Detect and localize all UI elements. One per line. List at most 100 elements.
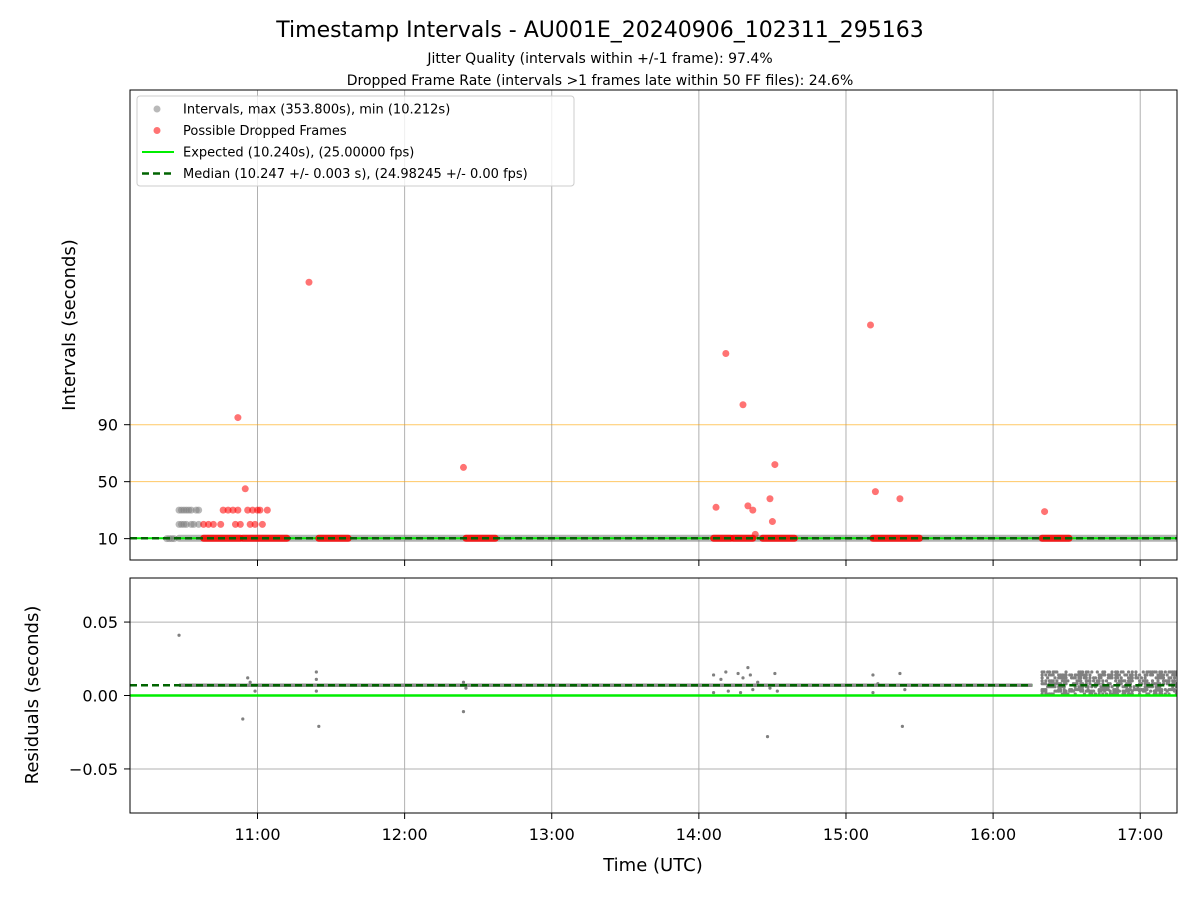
residual-point <box>253 689 257 693</box>
residual-point <box>1097 679 1101 683</box>
residual-point <box>1044 688 1048 692</box>
residual-point <box>711 673 716 677</box>
legend: Intervals, max (353.800s), min (10.212s)… <box>136 95 575 187</box>
residual-point <box>1079 676 1083 680</box>
residual-point <box>1104 679 1109 683</box>
dropped-frame-point <box>241 485 249 493</box>
interval-point <box>182 520 190 528</box>
legend-entry-label: Median (10.247 +/- 0.003 s), (24.98245 +… <box>183 167 528 182</box>
dropped-frame-point <box>209 520 217 528</box>
residual-point <box>1055 679 1059 683</box>
x-tick-label: 15:00 <box>823 825 869 844</box>
residual-point <box>1134 673 1138 677</box>
residual-point <box>900 724 904 728</box>
residual-point <box>241 717 245 721</box>
residual-point <box>1117 673 1121 677</box>
residual-point <box>751 688 755 692</box>
residual-point <box>1069 673 1074 677</box>
residual-point <box>1040 679 1044 683</box>
residual-point <box>1145 679 1149 683</box>
dropped-frame-point <box>231 520 239 528</box>
residual-point <box>1047 670 1052 674</box>
residual-point <box>1169 676 1173 680</box>
residual-point <box>1145 673 1149 677</box>
dropped-frame-point <box>224 506 232 514</box>
interval-point <box>187 506 195 514</box>
interval-point <box>190 520 198 528</box>
dropped-frame-point <box>246 520 254 528</box>
residual-point <box>1040 673 1044 677</box>
residual-point <box>1064 676 1068 680</box>
residual-point <box>736 671 740 676</box>
residual-point <box>464 686 468 690</box>
residual-point <box>1143 676 1147 680</box>
residual-point <box>1064 670 1068 674</box>
residual-point <box>1095 670 1099 674</box>
residual-point <box>1139 676 1144 680</box>
legend-marker <box>153 105 161 113</box>
residual-point <box>719 677 723 681</box>
residual-point <box>746 665 750 670</box>
residual-point <box>1058 688 1063 692</box>
residual-point <box>1051 673 1055 677</box>
dropped-frame-point <box>1041 508 1049 516</box>
dropped-frame-point <box>739 401 747 409</box>
dropped-frame-point <box>229 506 237 514</box>
chart-subtitle-dropped: Dropped Frame Rate (intervals >1 frames … <box>347 73 854 89</box>
residual-point <box>1150 679 1155 683</box>
residual-point <box>1138 679 1142 683</box>
x-axis-label: Time (UTC) <box>602 855 703 876</box>
legend-box <box>136 95 575 187</box>
dropped-frame-point <box>249 506 257 514</box>
residual-point <box>1110 673 1114 677</box>
residual-point <box>1149 689 1153 693</box>
dropped-frame-point <box>459 463 467 471</box>
dropped-frame-point <box>749 506 757 514</box>
x-tick-label: 11:00 <box>234 825 280 844</box>
residual-point <box>461 680 466 684</box>
residual-point <box>1115 670 1120 674</box>
residual-point <box>1174 673 1177 677</box>
x-tick-label: 17:00 <box>1117 825 1163 844</box>
residual-point <box>1108 689 1112 693</box>
residual-point <box>756 680 760 684</box>
residual-point <box>1172 676 1177 680</box>
residual-point <box>1119 676 1123 680</box>
residual-point <box>1117 689 1121 693</box>
top-y-tick-label: 10 <box>98 530 118 549</box>
residual-point <box>1156 679 1160 683</box>
dropped-frame-point <box>896 495 904 503</box>
residual-point <box>177 633 181 637</box>
residual-point <box>314 670 318 674</box>
residual-point <box>726 689 730 693</box>
residual-point <box>1093 676 1098 680</box>
residual-point <box>314 689 318 693</box>
residual-point <box>1163 670 1167 674</box>
residual-point <box>1150 673 1155 677</box>
residual-point <box>1092 689 1096 693</box>
dropped-frame-point <box>217 520 225 528</box>
residual-point <box>1088 676 1092 680</box>
residual-point <box>738 690 743 695</box>
dropped-frame-point <box>771 461 779 469</box>
legend-entry-label: Intervals, max (353.800s), min (10.212s) <box>183 103 450 118</box>
residual-point <box>1103 673 1107 677</box>
residual-point <box>1088 673 1092 677</box>
residual-point <box>1055 670 1059 674</box>
residual-point <box>246 676 250 680</box>
dropped-frame-point <box>867 321 875 329</box>
residual-point <box>1115 676 1120 680</box>
residual-point <box>1161 673 1166 677</box>
residual-point <box>1103 670 1107 674</box>
residual-point <box>1167 679 1171 683</box>
intervals-plot-frame <box>129 89 1178 561</box>
residual-point <box>1125 673 1129 677</box>
legend-entry-label: Expected (10.240s), (25.00000 fps) <box>183 146 414 161</box>
residual-point <box>1088 679 1092 683</box>
residual-point <box>1088 682 1092 686</box>
chart-subtitle-jitter: Jitter Quality (intervals within +/-1 fr… <box>426 51 772 67</box>
residual-point <box>775 689 779 693</box>
residual-point <box>741 676 745 680</box>
dropped-frame-point <box>234 414 242 422</box>
residual-point <box>1130 679 1134 683</box>
